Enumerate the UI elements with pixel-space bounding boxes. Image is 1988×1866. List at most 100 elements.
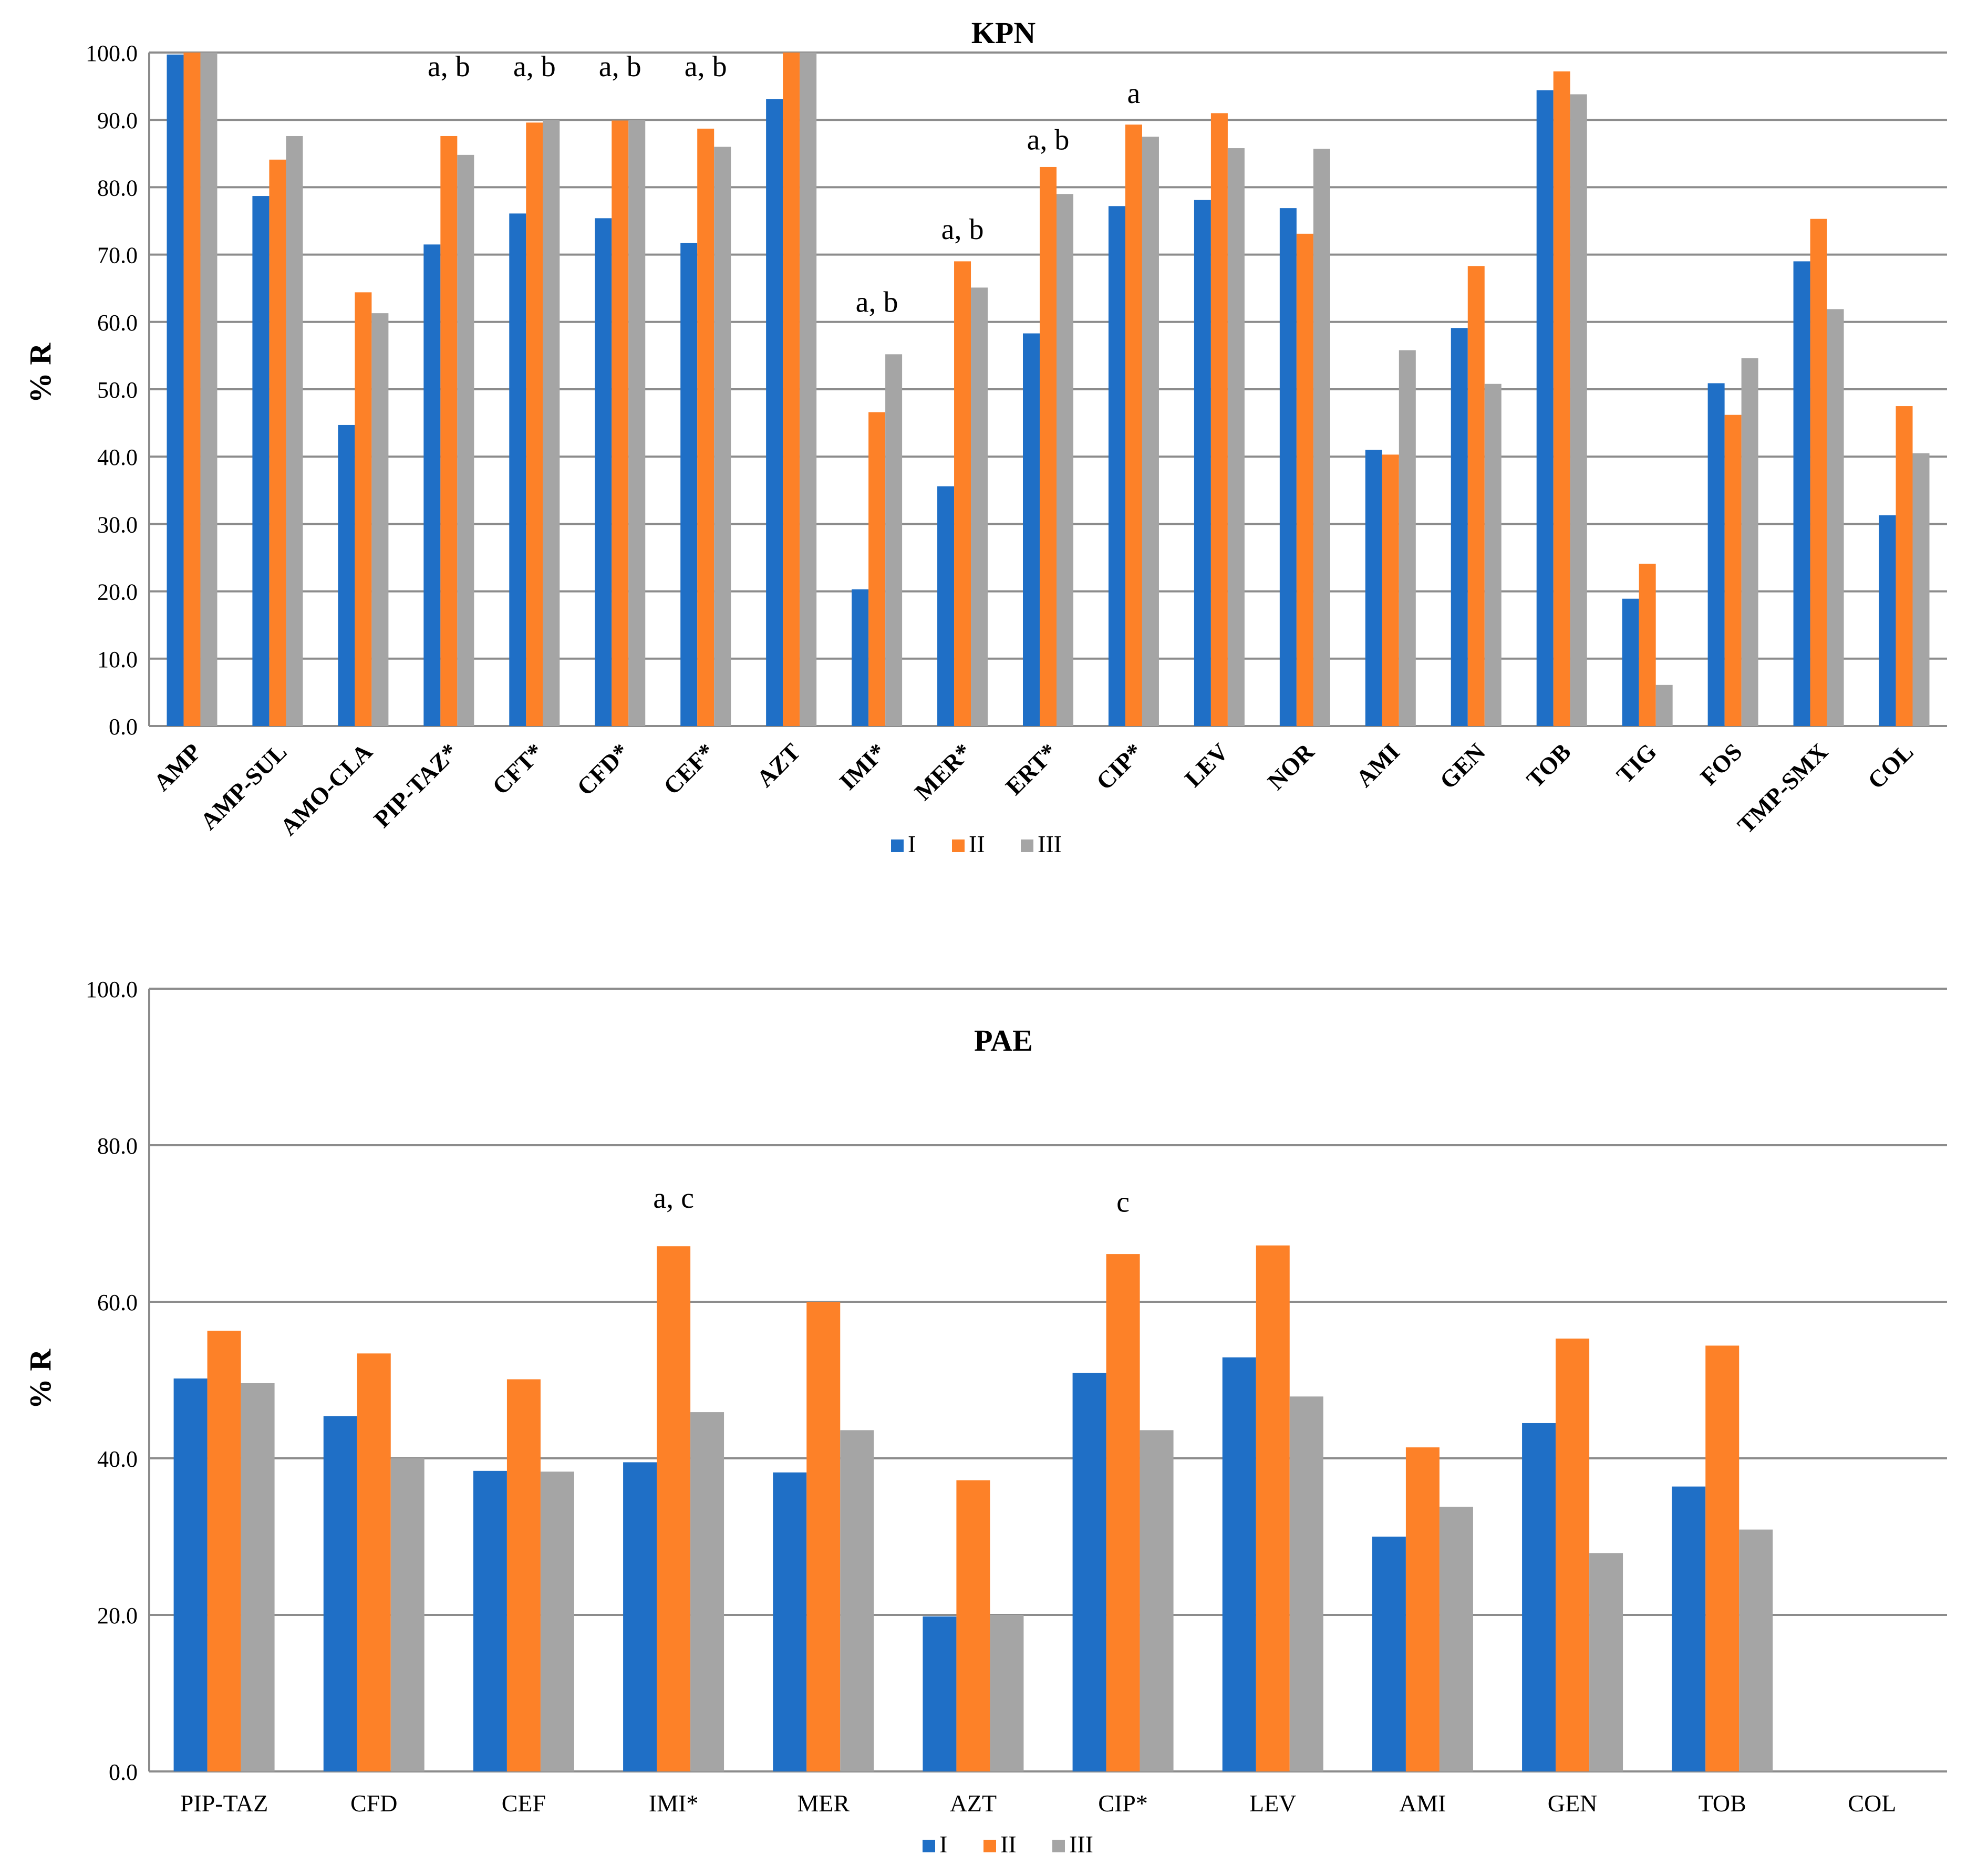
pae-bar-ami-ii [1405, 1447, 1440, 1771]
pae-y-tick-label: 80.0 [97, 1133, 138, 1159]
kpn-bar-amo-cla-iii [371, 313, 389, 726]
pae-bar-cfd-i [323, 1416, 357, 1771]
kpn-bar-tmp-smx-ii [1810, 219, 1827, 726]
kpn-x-tick-label: NOR [1262, 738, 1320, 795]
kpn-bar-col-i [1879, 515, 1896, 726]
kpn-bar-pip-taz-star-i [423, 244, 441, 726]
kpn-annotation: a, b [941, 213, 984, 246]
kpn-bar-gen-iii [1484, 383, 1502, 726]
kpn-bar-pip-taz-star-ii [440, 136, 458, 726]
kpn-x-tick-label: TIG [1611, 738, 1662, 789]
pae-annotation: c [1116, 1186, 1130, 1219]
pae-bar-cef-ii [506, 1379, 541, 1771]
kpn-x-tick-label: COL [1862, 738, 1919, 794]
kpn-annotation: a, b [513, 50, 556, 83]
pae-legend-label-ii: II [1000, 1831, 1017, 1858]
pae-plot-area: 0.0 20.0 40.0 60.0 80.0 100.0 PIP-TAZ CFD CEF IMI… [86, 977, 1947, 1817]
pae-bar-cef-iii [540, 1471, 574, 1771]
pae-y-tick-label: 0.0 [109, 1759, 138, 1785]
kpn-legend-label-i: I [908, 831, 916, 857]
pae-bar-gen-ii [1556, 1339, 1590, 1771]
kpn-bar-cfd-star-ii [612, 120, 629, 727]
pae-bar-ami-i [1372, 1537, 1406, 1771]
pae-bar-cip-star-iii [1140, 1430, 1174, 1771]
pae-x-tick-label: MER [797, 1790, 850, 1817]
kpn-x-tick-label: CEF* [658, 738, 720, 800]
pae-y-axis-title: % R [23, 1349, 57, 1409]
kpn-bar-tig-ii [1639, 564, 1656, 726]
kpn-bar-tob-iii [1570, 94, 1587, 726]
pae-legend-swatch-ii [983, 1840, 996, 1852]
kpn-bar-ami-i [1365, 450, 1382, 726]
kpn-bar-amp-iii [200, 53, 218, 726]
pae-bar-pip-taz-ii [207, 1331, 241, 1771]
kpn-legend-swatch-i [891, 839, 904, 852]
kpn-y-tick-label: 90.0 [97, 108, 138, 133]
kpn-plot-area: 0.0 10.0 20.0 30.0 40.0 50.0 60.0 70.0 80.0 90.0 1… [86, 40, 1947, 841]
kpn-annotation: a, b [856, 286, 898, 319]
kpn-bar-ami-iii [1399, 350, 1416, 726]
pae-bar-pip-taz-i [173, 1378, 208, 1771]
pae-bar-gen-i [1522, 1423, 1556, 1771]
kpn-bar-mer-star-i [937, 486, 955, 726]
kpn-x-tick-label: LEV [1179, 738, 1234, 792]
kpn-bar-col-ii [1896, 406, 1913, 726]
kpn-y-axis-title: % R [23, 343, 57, 403]
kpn-x-tick-label: PIP-TAZ* [368, 738, 463, 833]
kpn-annotation: a, b [685, 50, 727, 83]
kpn-bar-gen-ii [1467, 266, 1485, 726]
pae-bar-ami-iii [1439, 1507, 1473, 1771]
kpn-x-tick-label: CIP* [1091, 738, 1148, 795]
kpn-bar-nor-i [1279, 208, 1297, 727]
kpn-y-tick-label: 50.0 [97, 377, 138, 403]
chart-kpn: KPN % R 0.0 10.0 20.0 30.0 40.0 50.0 60.0 70.0 8… [23, 16, 1947, 857]
kpn-bar-fos-ii [1724, 414, 1742, 726]
kpn-y-tick-label: 10.0 [97, 647, 138, 672]
kpn-bar-cef-star-i [680, 243, 698, 726]
pae-legend-swatch-i [923, 1840, 935, 1852]
kpn-bar-amo-cla-ii [355, 292, 372, 726]
kpn-y-tick-label: 30.0 [97, 512, 138, 537]
kpn-bar-fos-iii [1741, 358, 1758, 726]
pae-bar-cip-star-i [1072, 1373, 1106, 1771]
kpn-legend-label-ii: II [969, 831, 985, 857]
pae-chart-title: PAE [974, 1023, 1033, 1058]
kpn-y-tick-label: 70.0 [97, 243, 138, 268]
kpn-bar-nor-iii [1313, 149, 1330, 727]
pae-x-tick-label: TOB [1699, 1790, 1746, 1817]
pae-bar-mer-iii [840, 1430, 874, 1771]
pae-bar-azt-i [923, 1616, 957, 1771]
pae-x-tick-label: AZT [950, 1790, 997, 1817]
kpn-x-tick-label: CFT* [487, 738, 548, 800]
pae-bar-tob-i [1672, 1486, 1706, 1771]
pae-bar-lev-ii [1256, 1245, 1290, 1771]
pae-x-tick-label: COL [1848, 1790, 1896, 1817]
pae-x-tick-label: CFD [350, 1790, 397, 1817]
pae-x-tick-label: PIP-TAZ [180, 1790, 268, 1817]
kpn-y-tick-label: 80.0 [97, 175, 138, 201]
kpn-x-tick-label: TOB [1521, 738, 1576, 793]
kpn-bar-cef-star-ii [697, 128, 715, 727]
kpn-annotation: a, b [428, 50, 470, 83]
kpn-x-tick-label: GEN [1434, 738, 1490, 794]
pae-bar-lev-i [1222, 1357, 1256, 1771]
kpn-bar-imi-star-i [852, 589, 869, 726]
pae-bar-azt-iii [990, 1615, 1024, 1771]
kpn-x-tick-label: CFD* [572, 738, 634, 801]
kpn-bar-tob-i [1536, 90, 1554, 727]
kpn-bar-lev-iii [1227, 148, 1245, 727]
kpn-y-tick-label: 0.0 [109, 714, 138, 740]
pae-bar-imi-star-i [623, 1462, 657, 1771]
pae-bar-cfd-iii [390, 1458, 424, 1771]
pae-y-tick-label: 40.0 [97, 1446, 138, 1472]
pae-bar-gen-iii [1589, 1553, 1623, 1771]
kpn-bar-amp-sul-iii [286, 136, 303, 726]
kpn-y-tick-label: 60.0 [97, 310, 138, 336]
pae-legend: I II III [923, 1831, 1093, 1858]
kpn-bar-cip-star-iii [1142, 137, 1159, 726]
pae-y-tick-label: 20.0 [97, 1603, 138, 1629]
kpn-bar-fos-i [1707, 383, 1725, 726]
kpn-x-tick-label: TMP-SMX [1732, 738, 1832, 838]
kpn-bar-pip-taz-star-iii [457, 154, 474, 726]
